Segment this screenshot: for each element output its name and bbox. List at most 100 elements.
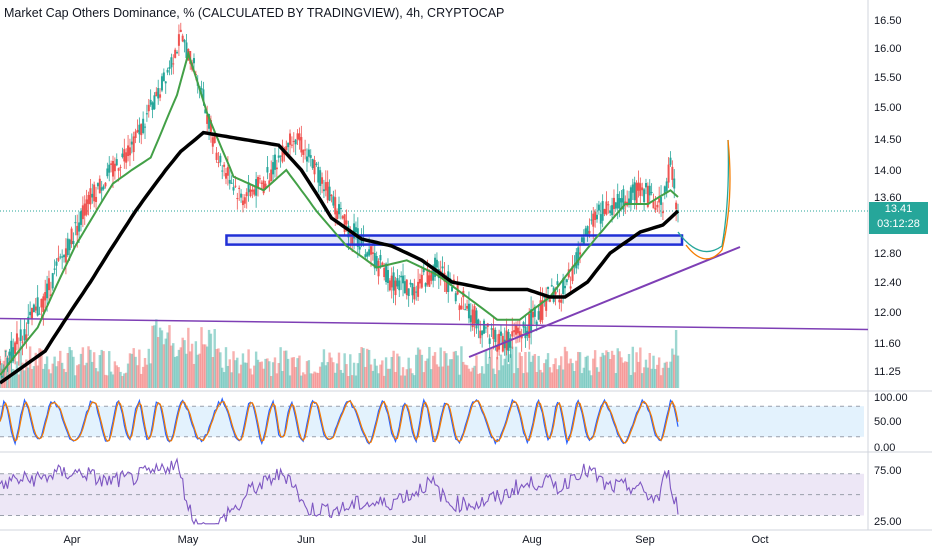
candle-body: [633, 182, 636, 201]
candle-body: [537, 311, 540, 320]
candle-body: [166, 69, 169, 73]
volume-bar: [236, 357, 239, 388]
candle-body: [460, 305, 463, 310]
volume-bar: [215, 349, 218, 388]
candle-body: [629, 187, 632, 205]
candle-body: [321, 177, 324, 184]
candle-body: [616, 193, 619, 209]
candle-body: [469, 315, 472, 323]
candle-body: [266, 167, 269, 173]
candle-body: [560, 299, 563, 303]
volume-bar: [407, 357, 410, 388]
price-tick-label: 12.40: [874, 277, 902, 289]
fast-moving-average: [0, 50, 679, 376]
candle-body: [279, 155, 282, 157]
candle-body: [138, 124, 141, 135]
volume-bar: [383, 375, 386, 388]
volume-bar: [303, 374, 307, 388]
volume-bar: [294, 367, 297, 388]
candle-body: [332, 196, 335, 206]
volume-bar: [91, 361, 94, 388]
volume-bar: [484, 350, 488, 388]
volume-bar: [529, 361, 533, 388]
volume-bar: [207, 329, 211, 388]
candle-body: [556, 281, 559, 285]
volume-bar: [629, 374, 633, 388]
candle-body: [57, 257, 60, 261]
volume-bar: [341, 372, 344, 388]
volume-bar: [8, 352, 11, 388]
candle-body: [370, 246, 373, 255]
volume-bar: [605, 350, 608, 388]
volume-bar: [106, 375, 109, 388]
candle-body: [142, 118, 145, 133]
volume-bar: [641, 373, 644, 388]
candle-body: [44, 292, 47, 301]
candle-body: [108, 164, 111, 173]
volume-bar: [486, 363, 489, 388]
time-tick-label: Sep: [635, 534, 655, 546]
volume-bar: [181, 337, 184, 388]
candle-body: [221, 170, 224, 172]
candle-body: [234, 185, 237, 187]
time-tick-label: Oct: [751, 534, 768, 546]
volume-bar: [371, 370, 375, 388]
volume-bar: [452, 351, 456, 388]
volume-bar: [362, 348, 365, 388]
candle-body: [641, 187, 644, 191]
candle-body: [144, 126, 147, 128]
volume-bar: [494, 374, 497, 388]
candle-body: [552, 287, 555, 302]
candle-body: [145, 113, 148, 115]
candle-body: [277, 155, 280, 158]
candle-body: [637, 182, 640, 191]
candle-body: [98, 178, 101, 194]
volume-bar: [17, 374, 21, 388]
candle-body: [174, 49, 177, 58]
volume-bar: [266, 358, 269, 388]
candle-body: [47, 278, 50, 291]
volume-bar: [260, 361, 263, 388]
candle-body: [550, 285, 553, 287]
volume-bar: [224, 347, 228, 388]
candle-body: [554, 291, 557, 295]
volume-bar: [115, 365, 118, 388]
volume-bar: [243, 362, 247, 388]
candle-body: [10, 340, 13, 363]
candle-body: [23, 329, 26, 341]
candle-body: [132, 136, 135, 153]
volume-bar: [42, 368, 45, 388]
candle-body: [106, 168, 109, 177]
candle-body: [603, 209, 606, 214]
candle-body: [660, 197, 663, 205]
volume-bar: [652, 355, 655, 388]
candle-body: [341, 216, 344, 219]
volume-bar: [674, 330, 678, 388]
candle-body: [200, 88, 203, 90]
volume-bar: [475, 355, 478, 388]
candle-body: [417, 281, 420, 297]
candle-body: [473, 306, 476, 324]
volume-bar: [268, 361, 271, 388]
volume-bar: [616, 348, 619, 388]
candle-body: [622, 189, 625, 210]
volume-bar: [117, 367, 120, 388]
candle-body: [292, 141, 295, 143]
volume-bar: [313, 371, 316, 388]
candle-body: [405, 279, 408, 296]
candle-body: [596, 214, 599, 220]
candle-body: [268, 180, 271, 185]
volume-bar: [488, 357, 491, 388]
candle-body: [19, 329, 22, 341]
volume-bar: [505, 348, 508, 388]
volume-bar: [198, 353, 201, 388]
candle-body: [53, 268, 56, 270]
volume-bar: [358, 353, 361, 388]
candle-body: [134, 131, 137, 138]
candle-body: [646, 185, 649, 207]
candle-body: [319, 170, 322, 186]
candle-body: [213, 135, 216, 143]
candle-body: [654, 207, 657, 210]
volume-bar: [578, 352, 582, 388]
